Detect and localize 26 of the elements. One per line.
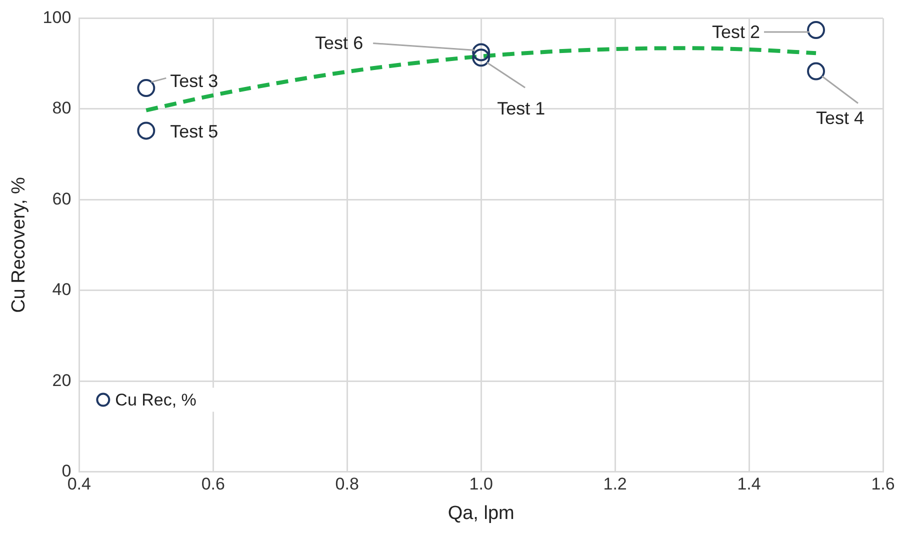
annotation: Test 1 <box>497 98 546 119</box>
x-tick-label: 1.0 <box>469 474 493 494</box>
y-axis-title: Cu Recovery, % <box>8 176 30 313</box>
x-tick-label: 1.2 <box>603 474 627 494</box>
annotation: Test 5 <box>170 122 218 142</box>
x-axis-title: Qa, lpm <box>448 502 514 524</box>
annotation: Test 2 <box>712 22 760 42</box>
y-tick-label: 40 <box>52 280 72 300</box>
y-tick-label: 20 <box>52 370 72 390</box>
point <box>472 48 490 67</box>
x-tick-label: 1.6 <box>871 474 895 494</box>
point <box>807 20 826 39</box>
y-tick-label: 80 <box>52 98 72 118</box>
y-tick-label: 60 <box>52 189 72 208</box>
annotation: Test 6 <box>315 33 364 54</box>
x-tick-label: 0.8 <box>335 474 359 494</box>
x-tick-label: 1.4 <box>737 474 761 494</box>
annotation: Test 3 <box>170 71 218 92</box>
legend-label: Cu Rec, % <box>115 390 196 410</box>
point <box>807 62 826 80</box>
annotation: Test 4 <box>816 108 864 128</box>
point <box>472 43 490 62</box>
y-tick-label: 100 <box>42 8 72 27</box>
point <box>137 79 156 98</box>
point <box>137 122 156 140</box>
x-tick-label: 0.6 <box>201 474 225 494</box>
